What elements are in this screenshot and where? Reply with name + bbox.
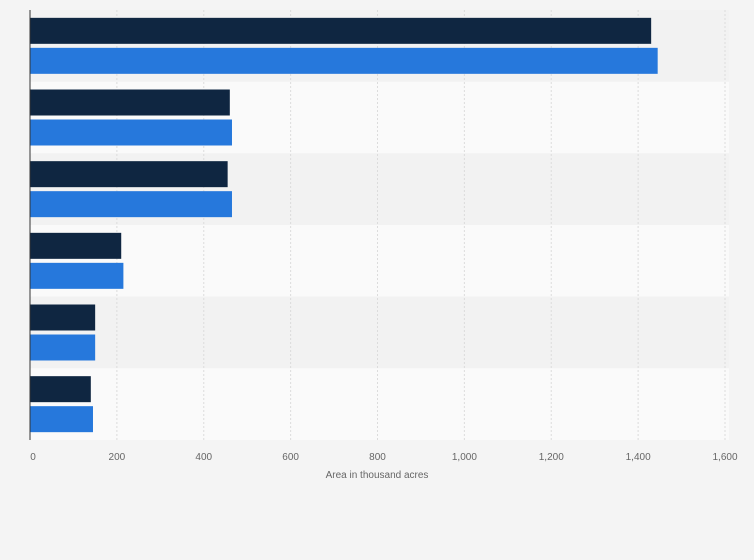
category-band bbox=[30, 296, 729, 369]
x-tick-label: 1,600 bbox=[712, 452, 737, 463]
bar bbox=[30, 304, 96, 331]
bar bbox=[30, 17, 652, 44]
x-tick-label: 200 bbox=[109, 452, 126, 463]
bar bbox=[30, 334, 96, 361]
x-tick-label: 1,000 bbox=[452, 452, 477, 463]
x-tick-labels: 0 200 400 600 800 1,000 1,200 1,400 1,600 bbox=[30, 452, 738, 463]
bar bbox=[30, 262, 124, 289]
bar bbox=[30, 406, 93, 433]
bars bbox=[30, 17, 658, 433]
x-tick-label: 1,400 bbox=[626, 452, 651, 463]
bar bbox=[30, 376, 91, 403]
bar bbox=[30, 89, 230, 116]
bar bbox=[30, 161, 228, 188]
bar bbox=[30, 47, 658, 74]
x-axis-title: Area in thousand acres bbox=[326, 470, 429, 481]
x-tick-label: 600 bbox=[282, 452, 299, 463]
x-tick-label: 1,200 bbox=[539, 452, 564, 463]
category-bands bbox=[30, 10, 729, 440]
x-tick-label: 800 bbox=[369, 452, 386, 463]
x-tick-label: 0 bbox=[30, 452, 36, 463]
bar bbox=[30, 119, 232, 146]
category-band bbox=[30, 225, 729, 297]
bar bbox=[30, 191, 232, 218]
category-band bbox=[30, 368, 729, 440]
bar bbox=[30, 232, 122, 259]
x-tick-label: 400 bbox=[195, 452, 212, 463]
